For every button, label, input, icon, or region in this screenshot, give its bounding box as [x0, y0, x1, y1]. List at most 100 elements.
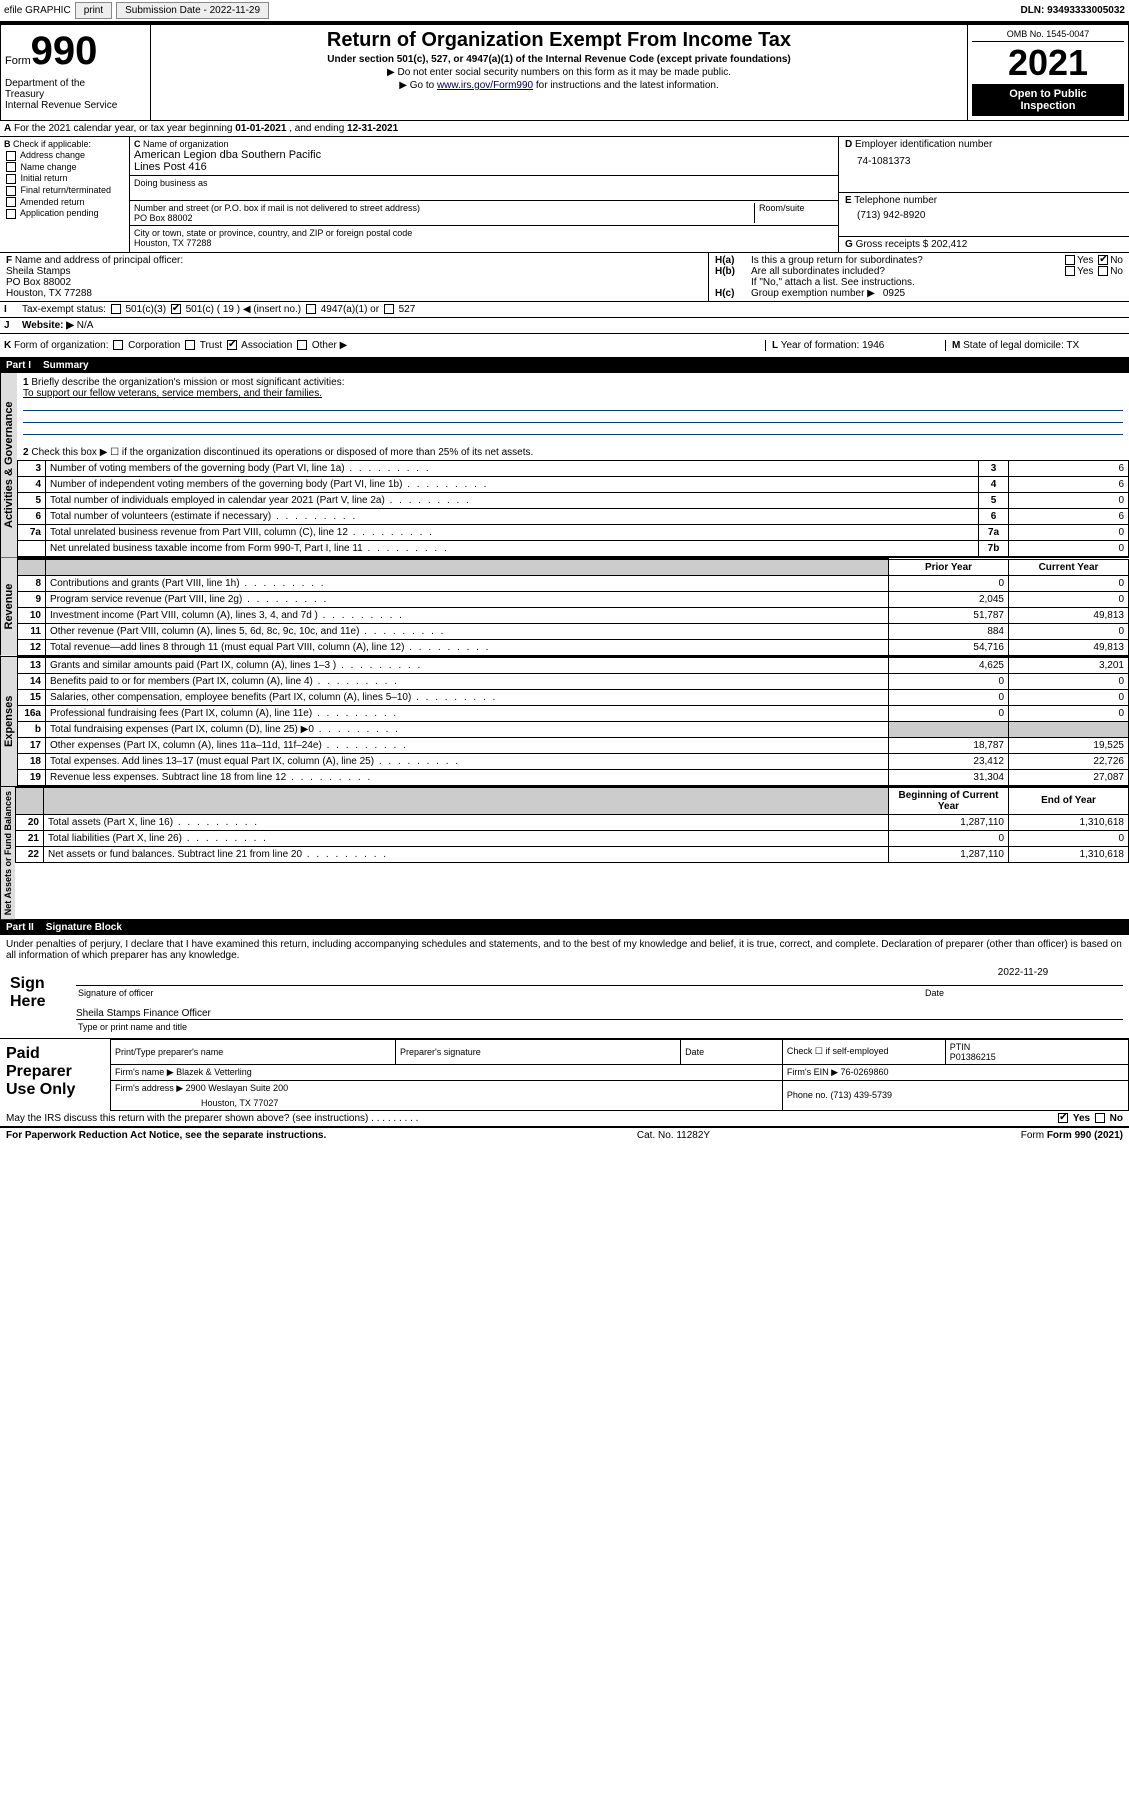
revenue-section: Revenue Prior YearCurrent Year 8Contribu…: [0, 558, 1129, 657]
table-row: 9Program service revenue (Part VIII, lin…: [18, 591, 1129, 607]
sig-date-label: Date: [923, 985, 1123, 1000]
form-title: Return of Organization Exempt From Incom…: [159, 29, 959, 52]
chk-name-change[interactable]: Name change: [4, 162, 125, 173]
chk-501c[interactable]: [171, 304, 181, 314]
dept-line3: Internal Revenue Service: [5, 100, 146, 110]
footer: For Paperwork Reduction Act Notice, see …: [0, 1127, 1129, 1143]
sig-date-value: 2022-11-29: [923, 967, 1123, 985]
c-name-label: Name of organization: [143, 139, 229, 149]
ein-label: Employer identification number: [855, 139, 992, 150]
h-note: If "No," attach a list. See instructions…: [715, 277, 1123, 288]
officer-addr: PO Box 88002: [6, 277, 702, 288]
discuss-text: May the IRS discuss this return with the…: [6, 1113, 368, 1124]
firm-phone-label: Phone no.: [787, 1090, 828, 1100]
chk-other[interactable]: [297, 340, 307, 350]
prep-date-label: Date: [681, 1039, 783, 1064]
discuss-row: May the IRS discuss this return with the…: [0, 1111, 1129, 1127]
chk-final-return[interactable]: Final return/terminated: [4, 185, 125, 196]
part2-num: Part II: [6, 922, 34, 933]
col-end: End of Year: [1009, 787, 1129, 814]
gross-value: 202,412: [931, 239, 967, 250]
chk-501c3[interactable]: [111, 304, 121, 314]
officer-city: Houston, TX 77288: [6, 288, 702, 299]
a-mid: , and ending: [289, 123, 347, 134]
irs-link[interactable]: www.irs.gov/Form990: [437, 80, 533, 91]
print-button[interactable]: print: [75, 2, 112, 19]
ein-value: 74-1081373: [845, 150, 1123, 167]
gross-label: Gross receipts $: [856, 239, 929, 250]
table-row: Net unrelated business taxable income fr…: [18, 541, 1129, 557]
firm-name-label: Firm's name ▶: [115, 1067, 174, 1077]
phone-label: Telephone number: [854, 195, 937, 206]
discuss-no[interactable]: [1095, 1113, 1105, 1123]
row-klm: K Form of organization: Corporation Trus…: [0, 334, 1129, 358]
col-prior: Prior Year: [889, 559, 1009, 575]
self-employed-chk[interactable]: Check ☐ if self-employed: [782, 1039, 945, 1064]
table-row: 5Total number of individuals employed in…: [18, 493, 1129, 509]
chk-address-change[interactable]: Address change: [4, 150, 125, 161]
expenses-section: Expenses 13Grants and similar amounts pa…: [0, 657, 1129, 787]
open-public-1: Open to Public: [974, 88, 1122, 100]
k-label: Form of organization:: [14, 340, 109, 351]
hb-no[interactable]: [1098, 266, 1108, 276]
hb-yes[interactable]: [1065, 266, 1075, 276]
chk-assoc[interactable]: [227, 340, 237, 350]
chk-corp[interactable]: [113, 340, 123, 350]
penalties-text: Under penalties of perjury, I declare th…: [6, 939, 1123, 961]
governance-table: 3Number of voting members of the governi…: [17, 460, 1129, 557]
paid-preparer-block: Paid Preparer Use Only Print/Type prepar…: [0, 1038, 1129, 1111]
form-subtitle-3: ▶ Go to www.irs.gov/Form990 for instruct…: [159, 80, 959, 91]
part1-title: Summary: [43, 360, 89, 371]
dln-label: DLN: 93493333005032: [1020, 5, 1125, 16]
ha-yes[interactable]: [1065, 255, 1075, 265]
table-row: 11Other revenue (Part VIII, column (A), …: [18, 623, 1129, 639]
part1-num: Part I: [6, 360, 31, 371]
chk-app-pending[interactable]: Application pending: [4, 208, 125, 219]
chk-4947[interactable]: [306, 304, 316, 314]
table-row: bTotal fundraising expenses (Part IX, co…: [18, 721, 1129, 737]
table-row: 16aProfessional fundraising fees (Part I…: [18, 705, 1129, 721]
table-row: 12Total revenue—add lines 8 through 11 (…: [18, 639, 1129, 655]
sign-here-label: Sign Here: [6, 967, 76, 1034]
org-city: Houston, TX 77288: [134, 238, 834, 248]
part2-header: Part II Signature Block: [0, 920, 1129, 935]
form-subtitle-1: Under section 501(c), 527, or 4947(a)(1)…: [159, 54, 959, 65]
b-label: Check if applicable:: [13, 139, 91, 149]
dept-line1: Department of the: [5, 78, 146, 89]
org-name-2: Lines Post 416: [134, 161, 834, 173]
l-label: Year of formation:: [781, 340, 860, 351]
row-a: A For the 2021 calendar year, or tax yea…: [0, 121, 1129, 137]
col-curr: Current Year: [1009, 559, 1129, 575]
part2-title: Signature Block: [46, 922, 122, 933]
l2-text: Check this box ▶ ☐ if the organization d…: [31, 447, 533, 458]
room-label: Room/suite: [759, 203, 834, 213]
paperwork-notice: For Paperwork Reduction Act Notice, see …: [6, 1130, 326, 1141]
discuss-yes[interactable]: [1058, 1113, 1068, 1123]
table-row: 7aTotal unrelated business revenue from …: [18, 525, 1129, 541]
l1-label: Briefly describe the organization's miss…: [31, 377, 344, 388]
chk-amended[interactable]: Amended return: [4, 197, 125, 208]
table-row: 18Total expenses. Add lines 13–17 (must …: [18, 753, 1129, 769]
chk-initial-return[interactable]: Initial return: [4, 173, 125, 184]
chk-527[interactable]: [384, 304, 394, 314]
dba-label: Doing business as: [134, 178, 834, 188]
firm-addr2: Houston, TX 77027: [111, 1096, 783, 1111]
chk-trust[interactable]: [185, 340, 195, 350]
j-label: Website: ▶: [22, 320, 74, 331]
row-j: J Website: ▶ N/A: [0, 318, 1129, 334]
type-name-label: Type or print name and title: [76, 1019, 1123, 1034]
cat-no: Cat. No. 11282Y: [637, 1130, 710, 1141]
table-row: 8Contributions and grants (Part VIII, li…: [18, 575, 1129, 591]
form-header: Form990 Department of the Treasury Inter…: [0, 24, 1129, 121]
signature-block: Under penalties of perjury, I declare th…: [0, 935, 1129, 1038]
table-row: 3Number of voting members of the governi…: [18, 461, 1129, 477]
form-number: 990: [31, 29, 98, 73]
submission-date-button[interactable]: Submission Date - 2022-11-29: [116, 2, 269, 19]
side-ag: Activities & Governance: [0, 373, 17, 557]
ha-no[interactable]: [1098, 255, 1108, 265]
form-subtitle-2: ▶ Do not enter social security numbers o…: [159, 67, 959, 78]
officer-name-title: Sheila Stamps Finance Officer: [76, 1008, 1123, 1019]
phone-value: (713) 942-8920: [845, 206, 1123, 221]
efile-label: efile GRAPHIC: [4, 5, 71, 16]
hc-label: Group exemption number ▶: [751, 288, 875, 299]
